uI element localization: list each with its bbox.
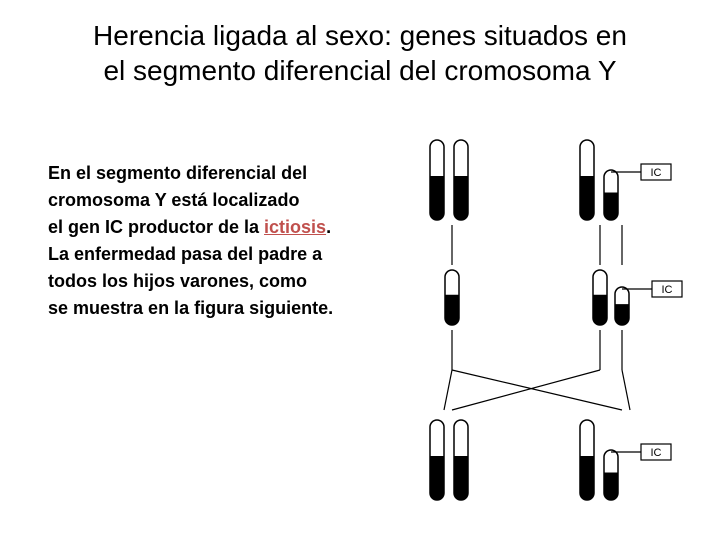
para-l3b: . [326,217,331,237]
title-line-2: el segmento diferencial del cromosoma Y [103,55,616,86]
para-l3a: el gen IC productor de la [48,217,264,237]
para-l6: se muestra en la figura siguiente. [48,298,333,318]
para-l1: En el segmento diferencial del [48,163,307,183]
svg-text:IC: IC [662,284,673,296]
title-line-1: Herencia ligada al sexo: genes situados … [93,20,627,51]
svg-text:IC: IC [651,447,662,459]
para-l4: La enfermedad pasa del padre a [48,244,322,264]
chromosome-diagram: IC IC IC [400,130,710,530]
page-title: Herencia ligada al sexo: genes situados … [0,0,720,88]
paragraph: En el segmento diferencial del cromosoma… [48,160,388,322]
para-l5: todos los hijos varones, como [48,271,307,291]
ictiosis-link[interactable]: ictiosis [264,217,326,237]
svg-text:IC: IC [651,167,662,179]
para-l2: cromosoma Y está localizado [48,190,299,210]
